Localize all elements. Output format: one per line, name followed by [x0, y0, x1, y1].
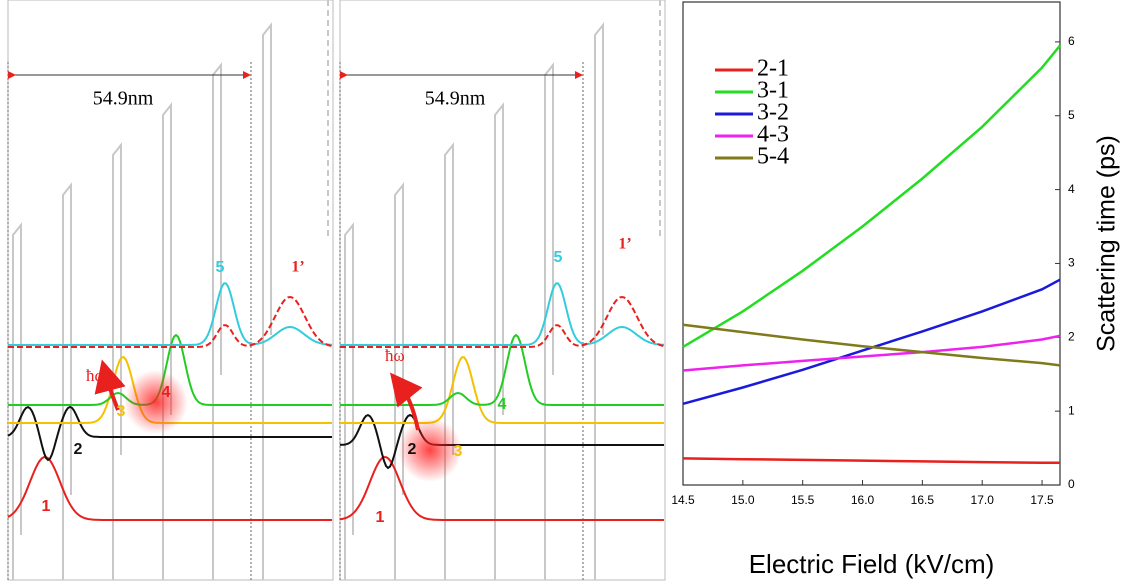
- series-line: [682, 278, 1061, 406]
- x-tick-label: 16.0: [851, 493, 875, 507]
- legend-label: 2-1: [757, 56, 789, 82]
- y-tick-label: 4: [1068, 182, 1075, 196]
- glow: [124, 370, 188, 434]
- level-5: [8, 282, 333, 346]
- level-2: [339, 413, 664, 470]
- x-tick-label: 15.0: [731, 493, 755, 507]
- y-tick-label: 1: [1068, 403, 1075, 417]
- y-tick-label: 5: [1068, 108, 1075, 122]
- y-tick-label: 3: [1068, 256, 1075, 270]
- y-axis-label: Scattering time (ps): [1093, 135, 1121, 352]
- emission-arrow: [390, 372, 423, 431]
- level-label: 1’: [291, 259, 304, 276]
- barrier: [212, 62, 222, 580]
- emission-arrow: [94, 359, 126, 411]
- legend-label: 4-3: [757, 122, 789, 148]
- level-label: 1: [376, 509, 385, 526]
- level-3: [340, 356, 664, 424]
- series-line: [682, 334, 1061, 372]
- barrier: [12, 222, 22, 580]
- legend-label: 3-1: [757, 78, 789, 104]
- level-label: 3: [117, 403, 126, 420]
- level-4: [8, 333, 332, 406]
- y-tick-label: 2: [1068, 329, 1075, 343]
- level-label: 1’: [618, 236, 631, 253]
- glow: [398, 418, 462, 482]
- photon-label: ħω: [86, 366, 106, 385]
- series-line: [682, 323, 1061, 367]
- level-5: [340, 282, 665, 346]
- barrier: [394, 182, 404, 580]
- series-line: [682, 44, 1061, 348]
- level-label: 3: [454, 443, 463, 460]
- x-tick-label: 17.0: [971, 493, 995, 507]
- x-tick-label: 14.5: [671, 493, 695, 507]
- level-label: 5: [554, 249, 563, 266]
- x-axis-label: Electric Field (kV/cm): [749, 549, 995, 579]
- y-tick-label: 6: [1068, 34, 1075, 48]
- level-1p: [8, 295, 333, 348]
- level-1: [7, 456, 332, 521]
- x-tick-label: 15.5: [791, 493, 815, 507]
- barrier: [494, 102, 504, 580]
- legend-label: 5-4: [757, 144, 789, 170]
- dimension-label: 54.9nm: [93, 88, 154, 110]
- level-label: 4: [162, 384, 171, 401]
- x-tick-label: 16.5: [911, 493, 935, 507]
- barrier: [162, 102, 172, 580]
- level-label: 5: [216, 259, 225, 276]
- barrier: [544, 62, 554, 580]
- dimension-label: 54.9nm: [425, 88, 486, 110]
- x-tick-label: 17.5: [1030, 493, 1054, 507]
- level-label: 2: [74, 441, 83, 458]
- level-label: 1: [42, 498, 51, 515]
- photon-label: ħω: [385, 346, 405, 365]
- level-label: 4: [498, 396, 507, 413]
- plot-frame: [682, 1, 1061, 486]
- series-line: [682, 457, 1060, 465]
- barrier: [262, 22, 272, 580]
- level-2: [7, 405, 332, 462]
- barrier: [444, 142, 454, 580]
- barrier: [62, 182, 72, 580]
- y-tick-label: 0: [1068, 477, 1075, 491]
- level-1: [339, 456, 664, 521]
- level-label: 2: [408, 441, 417, 458]
- barrier: [344, 222, 354, 580]
- level-1p: [340, 295, 665, 348]
- legend-label: 3-2: [757, 100, 789, 126]
- barrier: [594, 22, 604, 580]
